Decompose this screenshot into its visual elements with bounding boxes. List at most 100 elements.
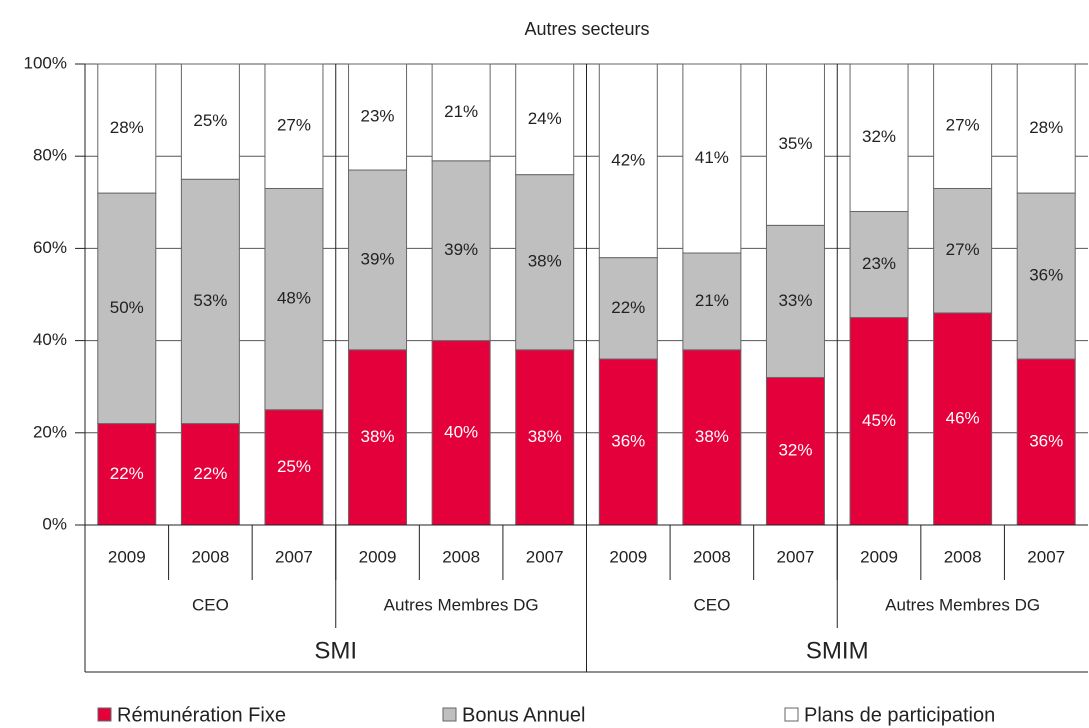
data-label: 32% xyxy=(862,127,896,146)
legend-swatch xyxy=(442,707,457,722)
bar-segment xyxy=(849,317,909,526)
data-label: 53% xyxy=(193,291,227,310)
data-label: 48% xyxy=(277,289,311,308)
bar-segment xyxy=(765,224,825,378)
bar-segment xyxy=(515,63,575,176)
data-label: 23% xyxy=(361,106,395,125)
data-label: 21% xyxy=(444,102,478,121)
data-label: 36% xyxy=(611,432,645,451)
bar-segment xyxy=(264,187,324,411)
bar-segment xyxy=(598,63,658,259)
data-label: 27% xyxy=(946,116,980,135)
bar-segment xyxy=(264,63,324,189)
data-label: 32% xyxy=(778,441,812,460)
x-tick-label: 2009 xyxy=(108,547,146,566)
bar-segment xyxy=(598,257,658,360)
data-label: 38% xyxy=(528,427,562,446)
data-label: 42% xyxy=(611,150,645,169)
data-label: 24% xyxy=(528,109,562,128)
x-tick-label: 2009 xyxy=(860,547,898,566)
data-label: 50% xyxy=(110,298,144,317)
x-tick-label: 2008 xyxy=(693,547,731,566)
bar-segment xyxy=(598,358,658,526)
bar-segment xyxy=(180,423,240,526)
x-tick-label: 2007 xyxy=(526,547,564,566)
bar-segment xyxy=(765,63,825,226)
supergroup-label: SMIM xyxy=(806,637,869,664)
bar-segment xyxy=(933,312,993,526)
data-label: 28% xyxy=(1029,118,1063,137)
data-label: 21% xyxy=(695,291,729,310)
chart-title: Autres secteurs xyxy=(524,19,649,39)
bar-segment xyxy=(431,160,491,342)
bar-segment xyxy=(682,252,742,351)
supergroup-label: SMI xyxy=(314,637,357,664)
bar-segment xyxy=(97,423,157,526)
group-label: CEO xyxy=(192,595,229,614)
x-tick-label: 2007 xyxy=(777,547,815,566)
legend-label: Bonus Annuel xyxy=(462,704,585,726)
bar-segment xyxy=(682,63,742,254)
data-label: 41% xyxy=(695,148,729,167)
bar-segment xyxy=(431,63,491,162)
bar-segment xyxy=(180,178,240,425)
bar-segment xyxy=(849,211,909,319)
bar-segment xyxy=(849,63,909,213)
legend-swatch xyxy=(784,707,799,722)
legend-label: Rémunération Fixe xyxy=(117,704,286,726)
data-label: 38% xyxy=(361,427,395,446)
data-label: 22% xyxy=(110,464,144,483)
y-tick-label: 20% xyxy=(33,422,67,441)
data-label: 46% xyxy=(946,408,980,427)
data-label: 40% xyxy=(444,422,478,441)
data-label: 22% xyxy=(611,298,645,317)
x-tick-label: 2007 xyxy=(1027,547,1065,566)
bar-segment xyxy=(97,192,157,425)
bar-segment xyxy=(765,376,825,526)
bar-segment xyxy=(515,349,575,526)
data-label: 25% xyxy=(193,111,227,130)
bar-segment xyxy=(264,409,324,526)
data-label: 38% xyxy=(695,427,729,446)
group-label: Autres Membres DG xyxy=(384,595,539,614)
data-label: 45% xyxy=(862,411,896,430)
data-label: 27% xyxy=(277,116,311,135)
bar-segment xyxy=(348,349,408,526)
data-label: 36% xyxy=(1029,432,1063,451)
data-label: 22% xyxy=(193,464,227,483)
group-label: Autres Membres DG xyxy=(885,595,1040,614)
x-tick-label: 2008 xyxy=(944,547,982,566)
data-label: 38% xyxy=(528,252,562,271)
x-tick-label: 2008 xyxy=(442,547,480,566)
x-tick-label: 2009 xyxy=(359,547,397,566)
y-tick-label: 100% xyxy=(24,53,67,72)
data-label: 25% xyxy=(277,457,311,476)
bar-segment xyxy=(515,174,575,351)
group-label: CEO xyxy=(693,595,730,614)
data-label: 23% xyxy=(862,254,896,273)
data-label: 33% xyxy=(778,291,812,310)
x-tick-label: 2009 xyxy=(609,547,647,566)
bar-segment xyxy=(180,63,240,180)
legend-label: Plans de participation xyxy=(804,704,995,726)
bar-segment xyxy=(682,349,742,526)
data-label: 39% xyxy=(361,249,395,268)
x-tick-label: 2008 xyxy=(191,547,229,566)
legend-swatch xyxy=(97,707,112,722)
bar-segment xyxy=(97,63,157,194)
bar-segment xyxy=(1016,63,1076,194)
data-label: 28% xyxy=(110,118,144,137)
y-tick-label: 40% xyxy=(33,330,67,349)
bar-segment xyxy=(933,187,993,314)
bar-segment xyxy=(348,63,408,171)
bar-segment xyxy=(1016,192,1076,360)
bar-segment xyxy=(933,63,993,189)
data-label: 35% xyxy=(778,134,812,153)
y-tick-label: 60% xyxy=(33,238,67,257)
x-tick-label: 2007 xyxy=(275,547,313,566)
data-label: 36% xyxy=(1029,266,1063,285)
y-tick-label: 0% xyxy=(42,514,67,533)
data-label: 27% xyxy=(946,240,980,259)
